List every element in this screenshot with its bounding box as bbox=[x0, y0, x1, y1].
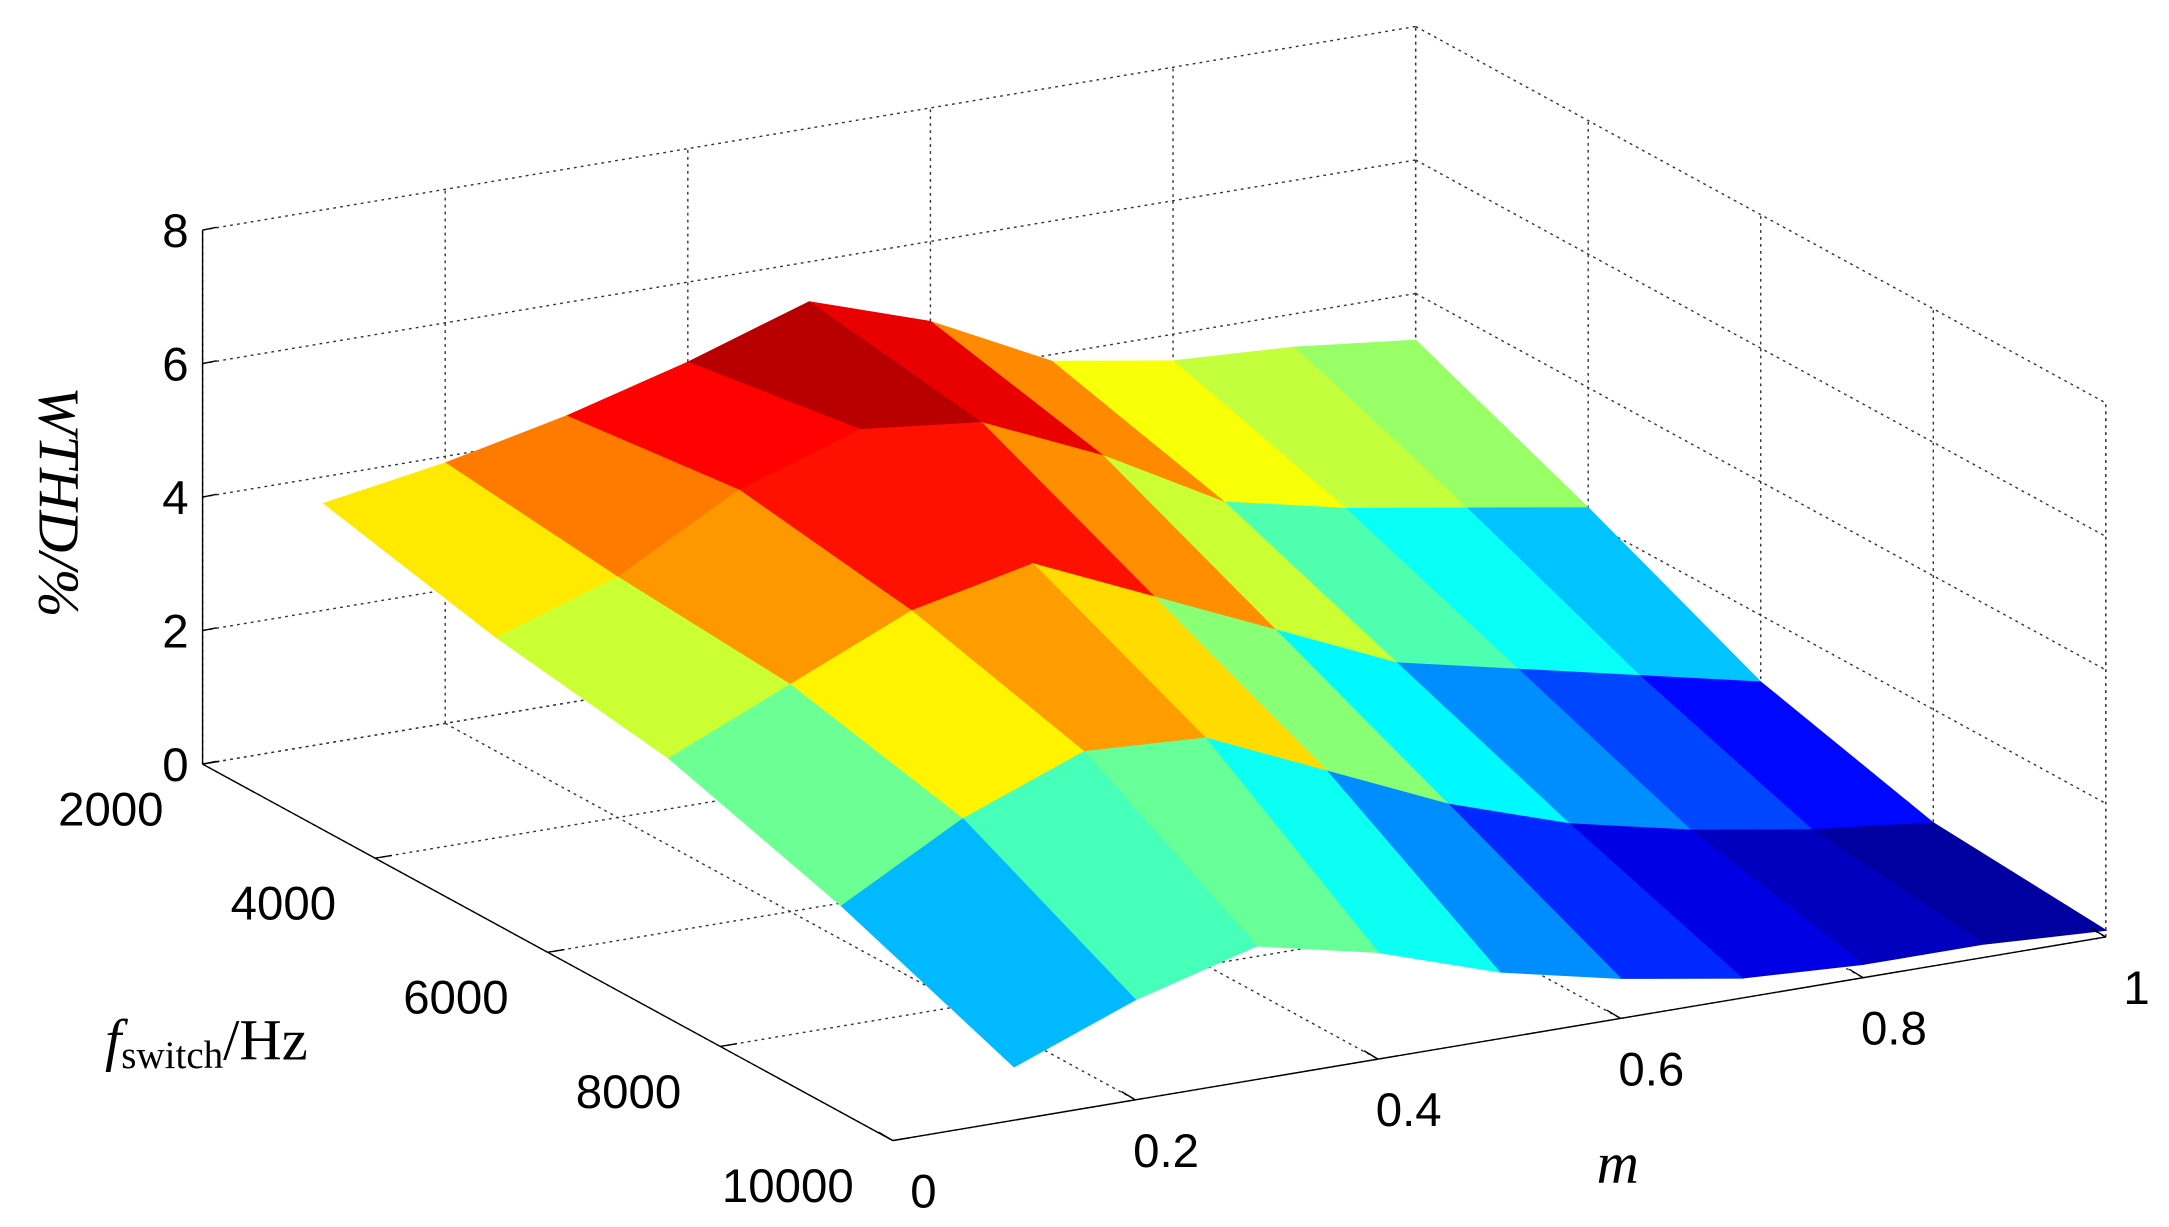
z-tick-label: 6 bbox=[162, 338, 188, 391]
z-tick bbox=[202, 493, 217, 498]
y-tick bbox=[720, 1042, 738, 1048]
y-axis-label: fswitch/Hz bbox=[105, 1008, 308, 1077]
grid-line bbox=[1415, 25, 2107, 404]
grid-line bbox=[1415, 426, 2107, 805]
y-tick bbox=[375, 854, 392, 859]
x-tick bbox=[1606, 1009, 1621, 1020]
x-tick-label: 0 bbox=[910, 1165, 936, 1218]
x-tick bbox=[1363, 1050, 1379, 1060]
z-tick-label: 4 bbox=[162, 472, 188, 525]
grid-line bbox=[202, 25, 1416, 231]
z-tick bbox=[202, 627, 217, 632]
y-tick-label: 8000 bbox=[576, 1066, 681, 1119]
x-tick-label: 0.8 bbox=[1861, 1003, 1927, 1056]
y-tick bbox=[202, 760, 220, 765]
grid-line bbox=[202, 159, 1416, 365]
grid-line bbox=[1415, 159, 2107, 538]
x-tick-label: 0.2 bbox=[1133, 1125, 1199, 1178]
grid-line bbox=[1415, 292, 2107, 671]
y-tick-label: 10000 bbox=[722, 1160, 854, 1213]
x-tick-label: 1 bbox=[2123, 962, 2149, 1015]
y-tick-label: 2000 bbox=[58, 783, 163, 836]
y-label-subscript: switch bbox=[121, 1034, 223, 1077]
x-axis-line bbox=[892, 936, 2106, 1142]
x-axis-label: m bbox=[1597, 1130, 1639, 1195]
y-tick bbox=[892, 1137, 910, 1142]
z-tick-label: 8 bbox=[162, 205, 188, 258]
surface bbox=[322, 301, 2108, 1068]
y-tick-label: 6000 bbox=[403, 972, 508, 1025]
y-tick bbox=[547, 948, 565, 954]
x-tick-label: 0.4 bbox=[1376, 1084, 1442, 1137]
z-tick-label: 2 bbox=[162, 605, 188, 658]
z-tick bbox=[202, 226, 217, 231]
x-tick-label: 0.6 bbox=[1618, 1043, 1684, 1096]
z-tick bbox=[202, 360, 217, 365]
x-tick bbox=[1121, 1090, 1136, 1101]
z-axis-label: WTHD/% bbox=[26, 386, 91, 617]
y-label-unit: /Hz bbox=[223, 1008, 308, 1073]
z-tick-label: 0 bbox=[162, 739, 188, 792]
x-tick bbox=[1848, 968, 1864, 979]
y-tick-label: 4000 bbox=[231, 878, 336, 931]
x-tick bbox=[878, 1131, 894, 1142]
surface-patch bbox=[840, 818, 1137, 1068]
axes: 0 2 4 6 8 2000 4000 6000 8000 10000 0 0.2 0.4 0.6 0.8 1 bbox=[58, 205, 2150, 1219]
x-tick bbox=[2091, 928, 2107, 938]
